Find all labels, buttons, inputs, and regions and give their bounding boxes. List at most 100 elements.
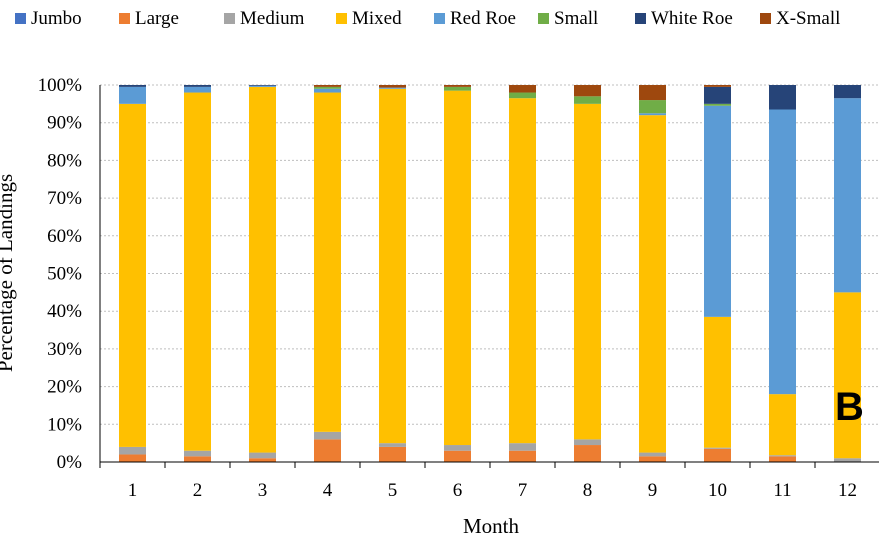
- legend-swatch-medium: [224, 13, 235, 24]
- bar-segment-mixed: [314, 92, 341, 432]
- bar-segment-mixed: [769, 394, 796, 456]
- y-tick-label: 50%: [47, 264, 82, 285]
- bar-segment-large: [574, 445, 601, 462]
- legend-swatch-white-roe: [635, 13, 646, 24]
- bar-segment-mixed: [249, 86, 276, 453]
- bar-segment-x-small: [379, 85, 406, 88]
- bar-segment-white-roe: [834, 85, 861, 99]
- bar-segment-large: [769, 456, 796, 462]
- bar-segment-large: [314, 439, 341, 462]
- bar-segment-mixed: [184, 92, 211, 451]
- bar-segment-large: [379, 446, 406, 462]
- bar-segment-medium: [639, 452, 666, 457]
- bar-segment-red-roe: [379, 87, 406, 89]
- bar-segment-medium: [444, 445, 471, 451]
- legend-label: Small: [554, 8, 598, 29]
- x-tick-label: 4: [323, 480, 333, 501]
- x-tick-label: 3: [258, 480, 268, 501]
- bar-segment-large: [249, 458, 276, 462]
- bar-segment-white-roe: [704, 86, 731, 104]
- y-tick-label: 40%: [47, 301, 82, 322]
- bar-segment-red-roe: [184, 86, 211, 93]
- y-tick-label: 10%: [47, 414, 82, 435]
- legend-label: White Roe: [651, 8, 733, 29]
- bar-segment-small: [574, 96, 601, 104]
- y-tick-labels: 0% 10% 20% 30% 40% 50% 60% 70% 80% 90% 100%: [38, 75, 83, 473]
- bar-segment-white-roe: [769, 85, 796, 110]
- bar-segment-medium: [119, 446, 146, 455]
- x-tick-label: 5: [388, 480, 398, 501]
- bar-segment-small: [704, 103, 731, 106]
- legend-swatch-red-roe: [434, 13, 445, 24]
- x-tick-label: 11: [773, 480, 791, 501]
- bar-segment-x-small: [509, 85, 536, 93]
- bars: [119, 85, 861, 462]
- bar-segment-red-roe: [639, 113, 666, 116]
- bar-segment-x-small: [314, 85, 341, 87]
- x-tick-label: 7: [518, 480, 528, 501]
- bar-segment-red-roe: [119, 86, 146, 104]
- bar-segment-medium: [379, 443, 406, 447]
- bar-segment-mixed: [574, 103, 601, 440]
- y-tick-label: 60%: [47, 226, 82, 247]
- bar-segment-small: [314, 86, 341, 89]
- x-tick-labels: 1 2 3 4 5 6 7 8 9 10 11 12: [99, 462, 857, 501]
- bar-segment-medium: [314, 431, 341, 440]
- bar-segment-white-roe: [249, 85, 276, 86]
- legend-swatch-mixed: [336, 13, 347, 24]
- y-tick-label: 80%: [47, 150, 82, 171]
- bar-segment-mixed: [444, 90, 471, 446]
- x-tick-label: 9: [648, 480, 658, 501]
- bar-segment-mixed: [119, 103, 146, 447]
- bar-segment-small: [444, 86, 471, 91]
- gridlines: [100, 84, 879, 425]
- legend-label: Jumbo: [31, 8, 82, 29]
- legend-swatch-x-small: [760, 13, 771, 24]
- bar-segment-mixed: [834, 292, 861, 459]
- legend: Jumbo Large Medium Mixed Red Roe Small White R…: [15, 8, 840, 29]
- bar-segment-medium: [704, 447, 731, 449]
- y-tick-label: 90%: [47, 113, 82, 134]
- bar-segment-x-small: [574, 85, 601, 97]
- bar-segment-white-roe: [184, 85, 211, 87]
- bar-segment-medium: [574, 439, 601, 446]
- x-tick-label: 6: [453, 480, 463, 501]
- bar-segment-small: [639, 100, 666, 114]
- bar-segment-x-small: [704, 85, 731, 87]
- bar-segment-small: [509, 92, 536, 99]
- y-tick-label: 20%: [47, 377, 82, 398]
- panel-label: B: [835, 385, 864, 429]
- bar-segment-x-small: [444, 85, 471, 87]
- x-tick-label: 10: [708, 480, 727, 501]
- legend-label: Large: [135, 8, 179, 29]
- y-tick-label: 70%: [47, 188, 82, 209]
- y-tick-label: 100%: [38, 75, 83, 96]
- y-tick-label: 30%: [47, 339, 82, 360]
- x-tick-label: 12: [838, 480, 857, 501]
- bar-segment-mixed: [509, 98, 536, 444]
- bar-segment-medium: [769, 455, 796, 457]
- legend-label: Medium: [240, 8, 305, 29]
- bar-segment-red-roe: [834, 98, 861, 293]
- bar-segment-large: [639, 456, 666, 462]
- x-tick-label: 1: [128, 480, 138, 501]
- legend-swatch-large: [119, 13, 130, 24]
- bar-segment-large: [704, 448, 731, 462]
- bar-segment-red-roe: [704, 105, 731, 317]
- bar-segment-red-roe: [314, 88, 341, 93]
- bar-segment-mixed: [639, 115, 666, 453]
- bar-segment-large: [509, 450, 536, 462]
- legend-swatch-small: [538, 13, 549, 24]
- bar-segment-large: [444, 450, 471, 462]
- bar-segment-red-roe: [769, 109, 796, 395]
- x-tick-label: 8: [583, 480, 593, 501]
- legend-label: X-Small: [776, 8, 840, 29]
- bar-segment-mixed: [704, 316, 731, 448]
- bar-segment-medium: [834, 458, 861, 462]
- bar-segment-medium: [249, 452, 276, 459]
- legend-label: Mixed: [352, 8, 402, 29]
- x-axis-title: Month: [463, 514, 520, 537]
- bar-segment-x-small: [639, 85, 666, 101]
- bar-segment-large: [119, 454, 146, 462]
